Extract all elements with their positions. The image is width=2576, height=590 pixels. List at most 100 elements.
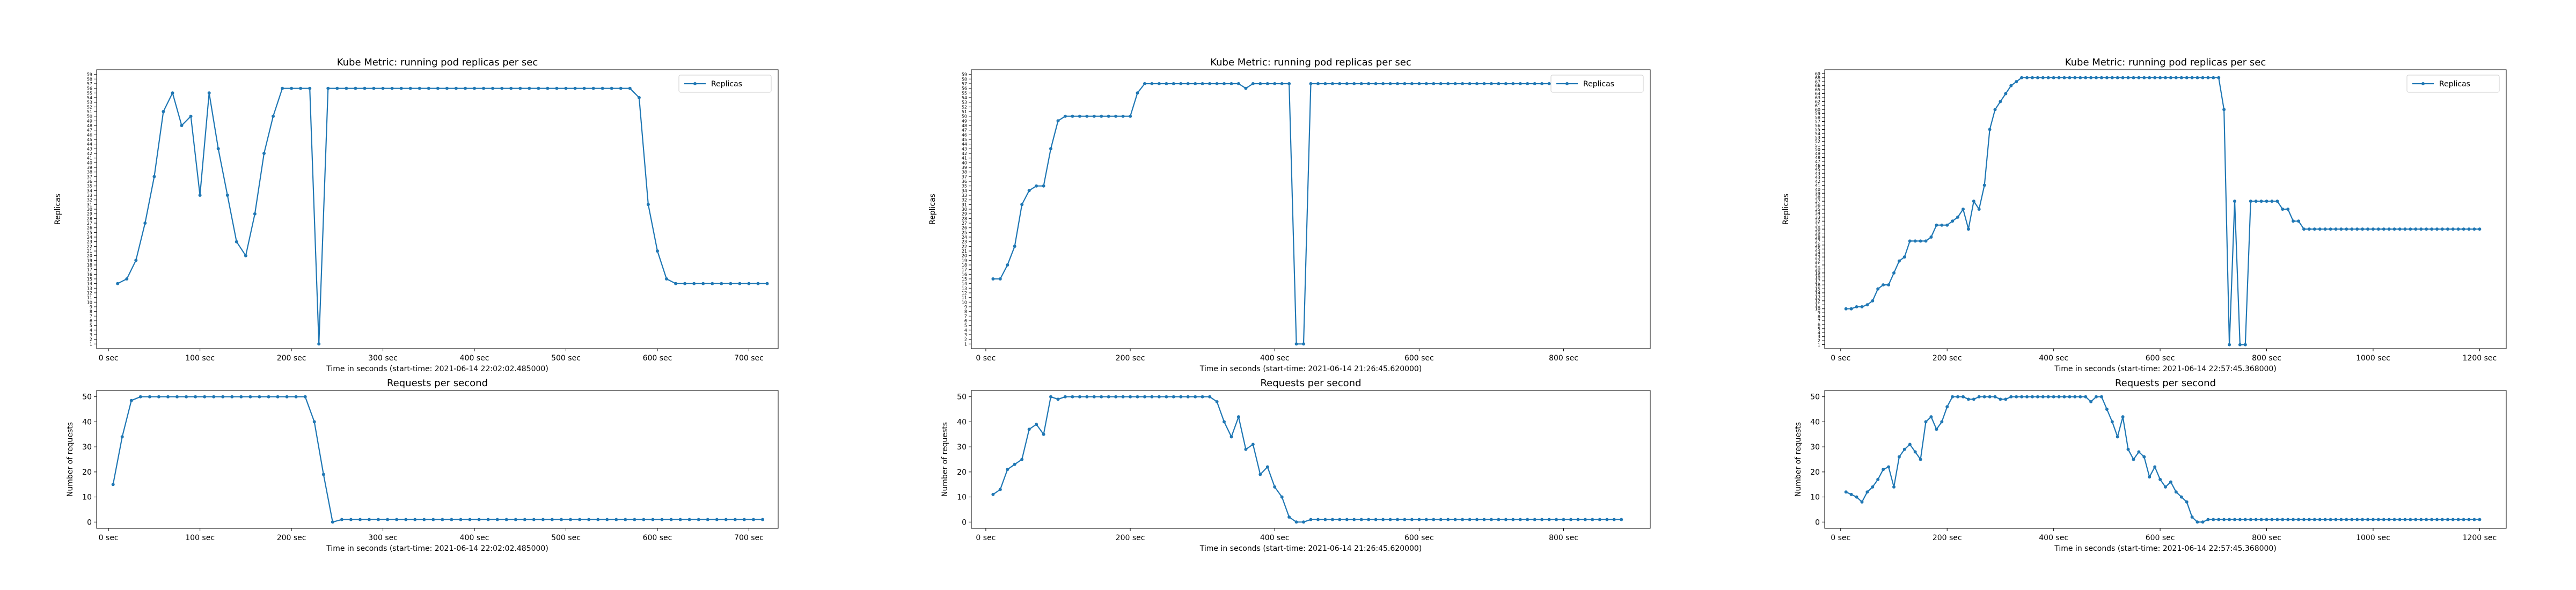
data-point [2009, 395, 2013, 399]
data-point [1194, 395, 1197, 399]
data-point [1892, 271, 1896, 275]
data-point [1882, 283, 1885, 287]
data-point [418, 86, 421, 90]
y-tick-label: 26 [1815, 243, 1820, 248]
data-point [486, 518, 490, 521]
data-point [1006, 263, 1009, 267]
y-tick-label: 20 [87, 254, 92, 259]
y-tick-label: 16 [1815, 283, 1820, 287]
data-point [2089, 76, 2093, 79]
data-point [1165, 82, 1168, 85]
y-tick-label: 11 [962, 296, 967, 300]
x-tick-label: 1000 sec [2356, 354, 2390, 363]
data-point [390, 86, 394, 90]
plot-frame [971, 69, 1651, 349]
y-tick-label: 47 [1815, 159, 1820, 164]
data-point [1071, 114, 1074, 118]
data-point [1359, 518, 1363, 521]
legend-label: Replicas [2439, 80, 2470, 88]
data-point [377, 518, 380, 521]
y-tick-label: 4 [1818, 330, 1820, 335]
data-point [1913, 450, 1917, 454]
y-tick-label: 10 [82, 493, 92, 502]
data-point [537, 86, 540, 90]
y-tick-label: 9 [964, 305, 967, 309]
x-axis-label: Time in seconds (start-time: 2021-06-14 … [326, 544, 548, 553]
data-point [180, 124, 184, 127]
legend-label: Replicas [711, 80, 742, 88]
data-point [1432, 518, 1436, 521]
y-tick-label: 32 [1815, 219, 1820, 224]
data-point [1526, 82, 1529, 85]
data-point [459, 518, 463, 521]
data-point [2174, 76, 2178, 79]
data-point [2015, 80, 2018, 84]
data-point [189, 114, 193, 118]
y-tick-label: 62 [1815, 99, 1820, 104]
y-tick-label: 47 [87, 128, 92, 133]
y-tick-label: 29 [1815, 231, 1820, 236]
data-point [436, 86, 440, 90]
chart-title: Requests per second [387, 378, 488, 389]
y-tick-label: 20 [962, 254, 967, 259]
data-point [2052, 76, 2055, 79]
data-point [1403, 82, 1407, 85]
data-point [1194, 82, 1197, 85]
y-tick-label: 18 [1815, 275, 1820, 279]
data-point [2228, 343, 2231, 346]
data-point [2430, 227, 2434, 231]
data-point [1876, 287, 1880, 291]
y-tick-label: 31 [1815, 223, 1820, 228]
data-point [1027, 427, 1031, 431]
x-tick-label: 0 sec [1831, 534, 1850, 542]
chart-5: Kube Metric: running pod replicas per se… [1782, 57, 2507, 373]
data-point [642, 518, 646, 521]
data-point [573, 86, 577, 90]
data-point [473, 86, 476, 90]
data-point [2222, 518, 2226, 521]
data-point [683, 282, 687, 285]
y-tick-label: 10 [87, 300, 92, 305]
x-tick-label: 0 sec [99, 534, 119, 542]
data-point [1940, 223, 1944, 227]
x-tick-label: 800 sec [2252, 354, 2281, 363]
data-point [2009, 84, 2013, 87]
data-point [2270, 518, 2274, 521]
y-tick-label: 42 [962, 151, 967, 156]
data-point [1966, 227, 1970, 231]
data-point [1908, 239, 1912, 243]
data-point [175, 395, 179, 399]
data-point [1330, 518, 1334, 521]
y-tick-label: 56 [962, 86, 967, 91]
legend-box [678, 75, 772, 93]
data-point [1940, 420, 1944, 424]
y-tick-label: 48 [87, 123, 92, 128]
data-point [1078, 114, 1081, 118]
y-tick-label: 36 [962, 179, 967, 184]
data-point [477, 518, 481, 521]
y-tick-label: 17 [87, 268, 92, 272]
data-point [2121, 415, 2125, 419]
data-point [1316, 518, 1320, 521]
data-point [1294, 520, 1298, 524]
x-tick-label: 600 sec [1404, 534, 1434, 542]
data-point [619, 86, 623, 90]
series-line [117, 87, 767, 345]
data-point [1013, 462, 1016, 466]
data-point [1186, 82, 1190, 85]
data-point [363, 86, 367, 90]
data-point [1424, 518, 1428, 521]
data-point [2430, 518, 2434, 521]
data-point [1359, 82, 1363, 85]
data-point [1453, 518, 1457, 521]
data-point [2478, 227, 2482, 231]
data-point [2419, 518, 2423, 521]
y-tick-label: 28 [1815, 235, 1820, 240]
data-point [1956, 215, 1959, 219]
y-axis-label: Replicas [54, 194, 62, 225]
data-point [358, 518, 362, 521]
data-point [2355, 518, 2359, 521]
y-tick-label: 49 [962, 119, 967, 123]
data-point [2217, 518, 2221, 521]
x-tick-label: 600 sec [643, 354, 672, 363]
